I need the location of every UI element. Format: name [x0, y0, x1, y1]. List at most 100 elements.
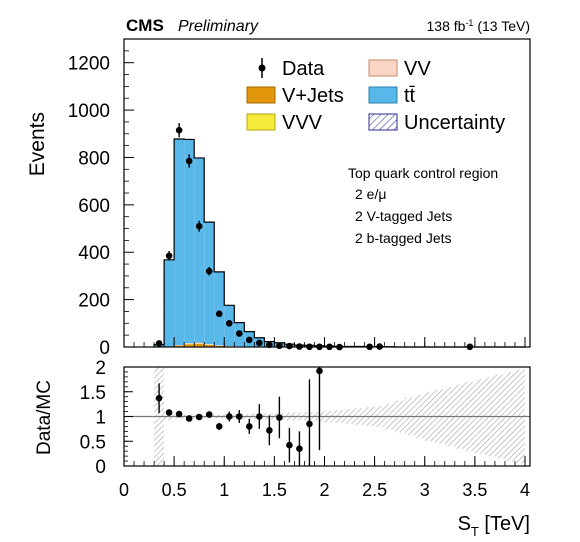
region-title: Top quark control region: [348, 165, 498, 181]
ratio-points: [155, 367, 323, 466]
legend-label-vvv: VVV: [282, 112, 323, 134]
ratio-point-16: [316, 367, 323, 375]
main-y-label: Events: [26, 112, 49, 176]
x-tick-label-0: 0: [119, 480, 129, 500]
legend-vv: VV: [368, 58, 431, 80]
region-vtag: 2 V-tagged Jets: [355, 208, 452, 224]
x-tick-label-6: 3: [420, 480, 430, 500]
bar-vjets-3: [184, 344, 195, 347]
legend-ttbar: tt̄: [368, 85, 416, 107]
ratio-point-13: [286, 441, 293, 449]
status-label: Preliminary: [178, 18, 259, 35]
ratio-point-4: [195, 413, 203, 421]
ratio-y-axis: 0 0.5 1 1.5 2: [80, 358, 133, 478]
lumi-exponent: -1: [465, 18, 473, 28]
ratio-x-axis: 0 0.5 1 1.5 2 2.5 3 3.5 4: [119, 456, 530, 500]
x-tick-label-8: 4: [520, 480, 530, 500]
main-x-ticks: [123, 337, 526, 347]
bar-ttbar-5: [204, 222, 215, 345]
data-point-1: [165, 252, 173, 260]
region-annotation: Top quark control region 2 e/μ 2 V-tagge…: [348, 165, 498, 246]
legend-swatch-ttbar: [368, 86, 398, 104]
data-point-2: [175, 126, 183, 134]
bar-vjets-5: [204, 344, 215, 347]
bar-ttbar-4: [194, 157, 205, 343]
ratio-point-0: [155, 394, 163, 402]
data-point-12: [276, 342, 283, 350]
x-tick-label-5: 2.5: [362, 480, 387, 500]
main-ytick-label-2: 400: [78, 243, 110, 264]
lumi-prefix: 138 fb: [427, 18, 466, 34]
legend-label-ttbar: tt̄: [404, 85, 416, 107]
ratio-point-10: [256, 413, 263, 420]
ratio-point-12: [276, 414, 283, 421]
ratio-ytick-label-0: 0: [95, 457, 106, 478]
main-ytick-label-5: 1000: [68, 101, 110, 122]
legend-label-vv: VV: [404, 58, 431, 80]
data-point-3: [185, 157, 193, 165]
data-point-9: [246, 336, 253, 344]
data-point-10: [256, 339, 263, 347]
lumi-label: 138 fb-1 (13 TeV): [427, 18, 531, 34]
x-tick-label-3: 1.5: [262, 480, 287, 500]
legend-label-uncertainty: Uncertainty: [404, 112, 505, 134]
bar-vv-4: [194, 342, 205, 344]
x-tick-label-4: 2: [319, 480, 329, 500]
bar-vjets-4: [194, 343, 205, 347]
region-btag: 2 b-tagged Jets: [355, 230, 452, 246]
legend-swatch-vvv: [246, 113, 276, 131]
main-ytick-label-0: 0: [99, 338, 110, 359]
x-tick-label-1: 0.5: [162, 480, 187, 500]
legend-swatch-uncertainty: [368, 113, 398, 131]
ratio-point-8: [235, 413, 243, 420]
main-panel: 0 200 400 600 800 1000 1200 Events: [26, 38, 531, 359]
bar-ttbar-2: [174, 138, 185, 346]
region-leptons: 2 e/μ: [355, 186, 386, 202]
legend-data-marker: [258, 64, 266, 72]
ratio-y-label: Data/MC: [34, 380, 55, 455]
ratio-point-1: [165, 409, 173, 416]
ratio-point-9: [246, 423, 253, 430]
legend-vjets: V+Jets: [246, 85, 344, 107]
legend-uncertainty: Uncertainty: [368, 112, 505, 134]
ratio-point-14: [296, 445, 303, 452]
bar-ttbar-6: [214, 271, 225, 346]
ratio-panel: 0 0.5 1 1.5 2 0 0.5 1 1.5 2 2.5 3 3.5 4 Data/MC ST […: [34, 358, 531, 539]
bar-vv-3: [184, 343, 195, 345]
bar-ttbar-3: [184, 139, 195, 344]
legend-data: Data: [258, 58, 325, 80]
data-point-8: [235, 330, 243, 337]
data-point-13: [286, 342, 293, 350]
x-tick-label-7: 3.5: [462, 480, 487, 500]
legend-label-data: Data: [282, 58, 325, 80]
main-ytick-label-6: 1200: [68, 54, 110, 75]
x-axis-label: ST [TeV]: [458, 513, 530, 539]
ratio-point-2: [175, 410, 183, 418]
ratio-point-15: [306, 420, 313, 428]
ratio-point-6: [215, 423, 223, 430]
ratio-ytick-label-1: 0.5: [80, 432, 106, 453]
ratio-point-3: [185, 415, 193, 422]
ratio-ytick-label-2: 1: [95, 408, 106, 429]
legend-swatch-vv: [368, 59, 398, 77]
ratio-ytick-label-3: 1.5: [80, 383, 106, 404]
data-point-7: [225, 320, 233, 327]
x-tick-label-2: 1: [219, 480, 229, 500]
data-point-6: [215, 310, 223, 318]
bar-ttbar-1: [164, 259, 175, 347]
legend-swatch-vjets: [246, 86, 276, 104]
ratio-point-7: [225, 413, 233, 420]
ratio-ytick-label-4: 2: [95, 358, 106, 379]
main-ytick-label-3: 600: [78, 196, 110, 217]
legend-vvv: VVV: [246, 112, 323, 134]
legend-label-vjets: V+Jets: [282, 85, 344, 107]
experiment-label: CMS: [126, 16, 164, 35]
data-point-5: [205, 267, 213, 275]
lumi-suffix: (13 TeV): [473, 18, 530, 34]
data-point-4: [195, 222, 203, 230]
main-y-axis: 0 200 400 600 800 1000 1200: [68, 38, 134, 359]
ratio-point-11: [266, 427, 273, 434]
data-point-0: [155, 340, 163, 347]
bar-vjets-2: [174, 345, 185, 347]
